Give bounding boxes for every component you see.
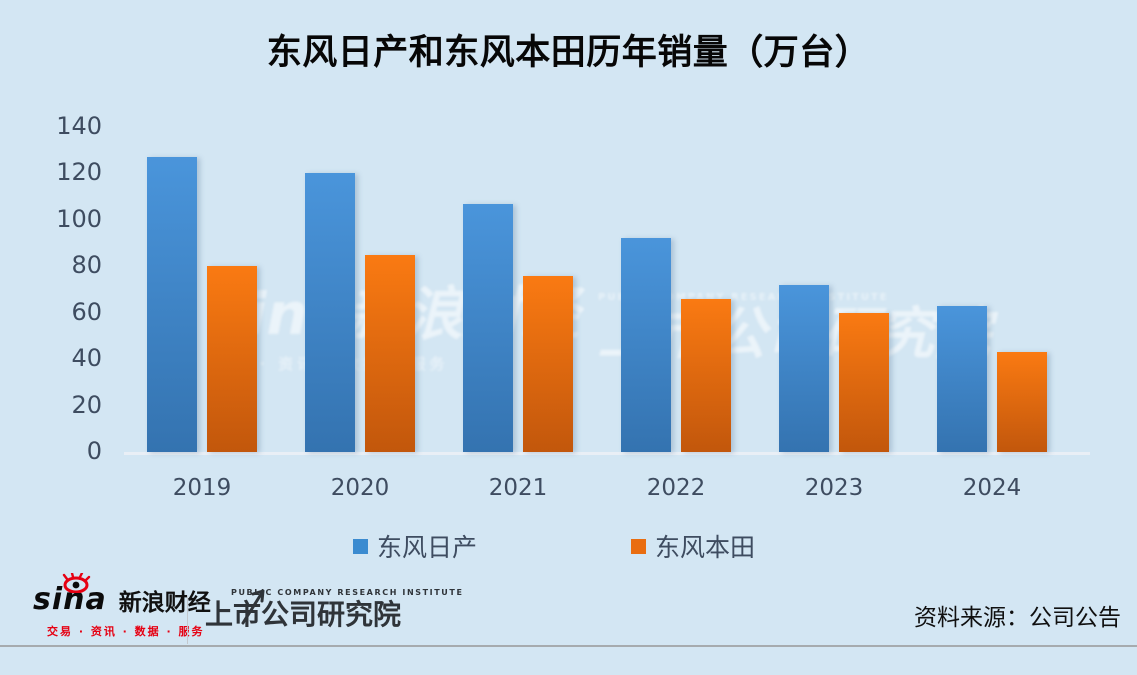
chart-title: 东风日产和东风本田历年销量（万台） — [266, 33, 871, 73]
bar-honda-2024 — [997, 352, 1047, 452]
sina-finance-name: 新浪财经 — [118, 590, 211, 616]
bar-nissan-2021 — [463, 203, 513, 452]
x-axis-label-2019: 2019 — [172, 475, 232, 501]
x-axis-label-2020: 2020 — [330, 475, 390, 501]
bar-honda-2021 — [523, 275, 573, 452]
bar-nissan-2023 — [779, 284, 829, 452]
y-axis-label-100: 100 — [56, 204, 102, 233]
bar-nissan-2024 — [937, 305, 987, 452]
bar-honda-2020 — [365, 254, 415, 452]
y-axis-label-0: 0 — [86, 437, 102, 465]
institute-name-cn: 上市公司研究院 — [205, 589, 464, 632]
y-axis-label-40: 40 — [71, 344, 102, 373]
x-axis-label-2022: 2022 — [646, 475, 706, 501]
institute-logo: PUBLIC COMPANY RESEARCH INSTITUTE 上市公司研究… — [205, 588, 464, 632]
y-axis-label-80: 80 — [71, 251, 102, 280]
y-axis-label-120: 120 — [56, 158, 102, 187]
bar-honda-2019 — [207, 266, 257, 452]
x-axis-label-2024: 2024 — [962, 475, 1022, 501]
sina-eye-icon — [61, 571, 91, 597]
legend-item-nissan: 东风日产 — [353, 528, 477, 564]
sina-finance-logo: sina 新浪财经 交易 · 资讯 · 数据 · 服务 — [33, 571, 211, 639]
bar-honda-2022 — [681, 298, 731, 452]
bar-honda-2023 — [839, 312, 889, 452]
y-axis-label-140: 140 — [56, 112, 102, 140]
bar-nissan-2019 — [147, 157, 197, 452]
legend-label-nissan: 东风日产 — [377, 533, 478, 562]
up-arrow-icon — [235, 583, 275, 635]
footer-divider-line — [0, 645, 1137, 647]
bar-nissan-2020 — [305, 173, 355, 452]
bar-nissan-2022 — [621, 238, 671, 452]
x-axis-line — [124, 452, 1090, 455]
x-axis-label-2023: 2023 — [804, 475, 864, 501]
footer-vertical-divider — [187, 596, 188, 644]
sina-tagline: 交易 · 资讯 · 数据 · 服务 — [47, 625, 205, 638]
institute-name-en: PUBLIC COMPANY RESEARCH INSTITUTE — [231, 588, 464, 597]
legend-item-honda: 东风本田 — [631, 528, 755, 564]
y-axis-label-60: 60 — [71, 297, 102, 326]
x-axis-label-2021: 2021 — [488, 475, 548, 501]
legend-swatch-nissan — [353, 538, 368, 554]
legend-swatch-honda — [631, 538, 646, 554]
data-source-note: 资料来源：公司公告 — [914, 605, 1121, 631]
legend-label-honda: 东风本田 — [655, 533, 756, 562]
watermark-institute-en: PUBLIC COMPANY RESEARCH INSTITUTE — [598, 292, 889, 303]
y-axis-label-20: 20 — [71, 390, 102, 419]
